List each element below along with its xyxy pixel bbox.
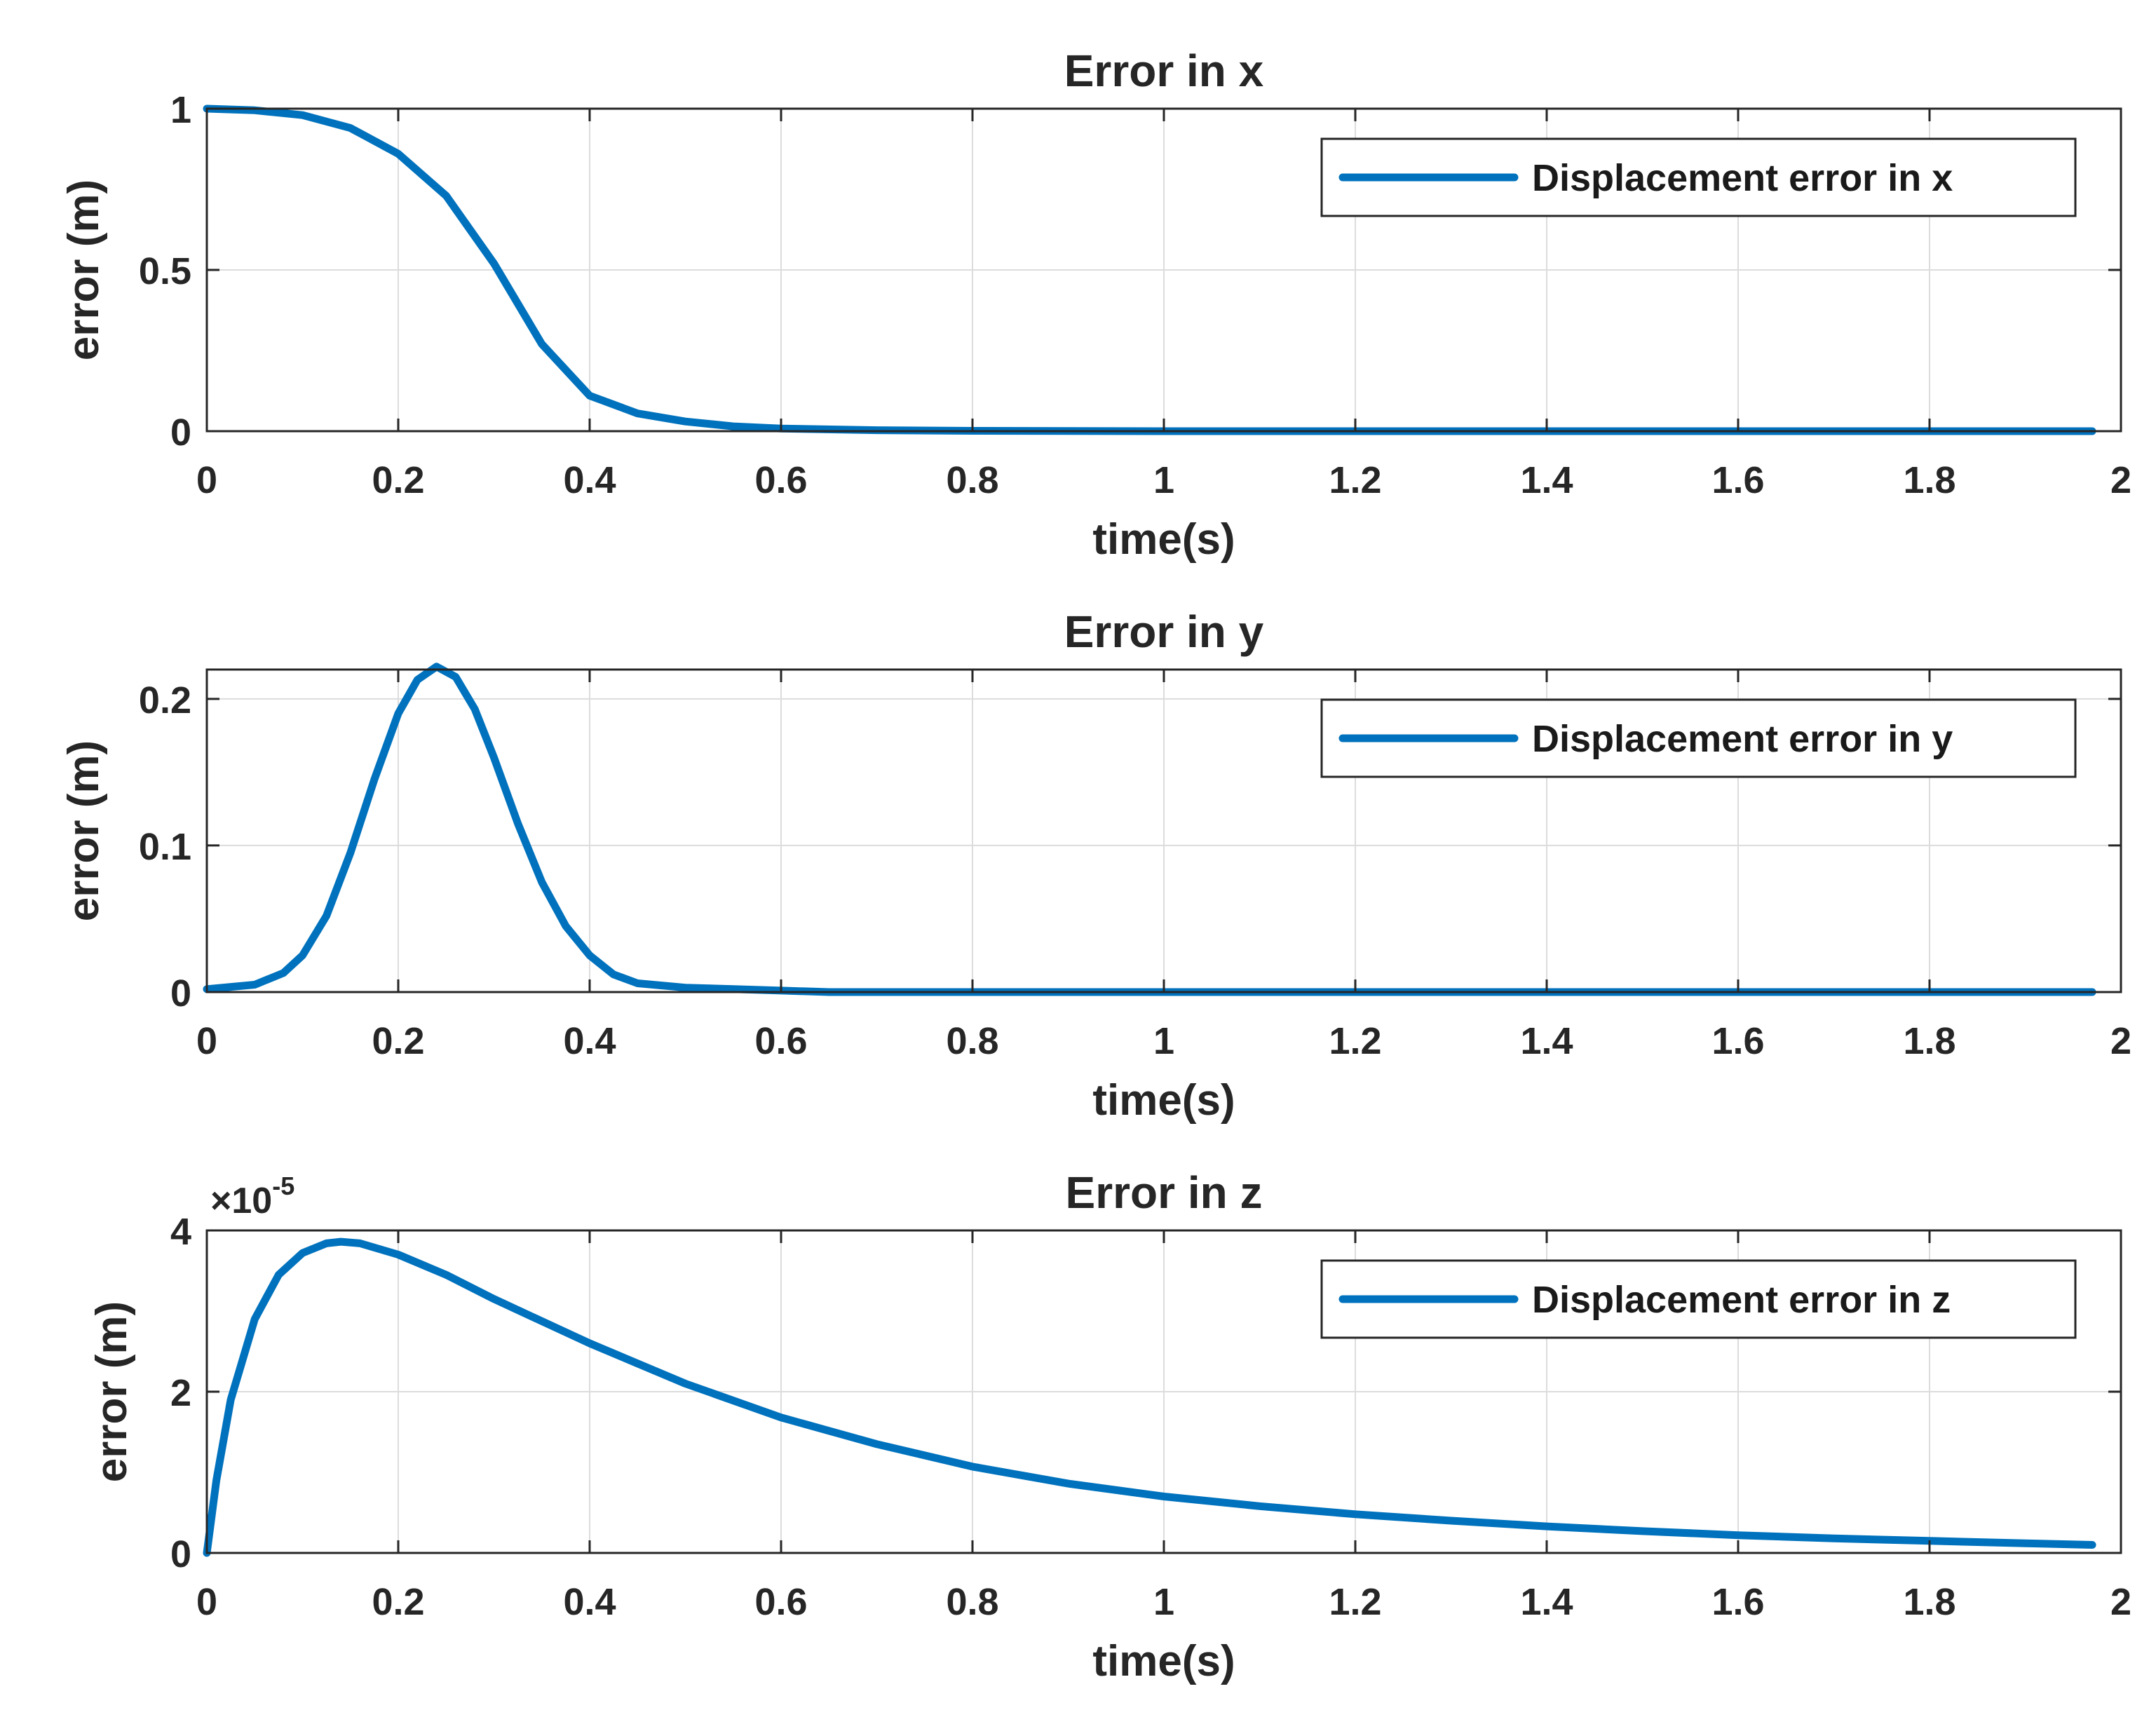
x-tick-label: 0	[196, 1020, 217, 1062]
legend-label: Displacement error in y	[1532, 718, 1953, 760]
y-tick-label: 0	[170, 412, 191, 454]
x-tick-label: 1.8	[1903, 1020, 1955, 1062]
x-tick-label: 2	[2110, 1581, 2131, 1623]
x-tick-label: 0.2	[372, 1581, 424, 1623]
y-tick-label: 0	[170, 972, 191, 1014]
y-tick-label: 1	[170, 89, 191, 131]
chart-title: Error in y	[1064, 606, 1264, 657]
x-tick-label: 0.8	[946, 1581, 998, 1623]
chart-panel-1: 0 0.2 0.4 0.6 0.8 1 1.2 1.4 1.6 1.8 2 0 0.5 1 Error in…	[60, 46, 2131, 564]
y-tick-label: 2	[170, 1372, 191, 1414]
y-tick-label: 0.5	[139, 250, 191, 292]
y-tick-label: 4	[170, 1211, 191, 1253]
legend: Displacement error in x	[1320, 137, 2077, 217]
y-axis-label: error (m)	[60, 179, 108, 360]
x-tick-label: 1.8	[1903, 1581, 1955, 1623]
x-tick-label: 1.2	[1329, 1581, 1381, 1623]
chart-title: Error in z	[1066, 1167, 1263, 1218]
x-tick-label: 0.6	[754, 1020, 807, 1062]
chart-panel-2: 0 0.2 0.4 0.6 0.8 1 1.2 1.4 1.6 1.8 2 0 0.1 0.2 Error …	[60, 606, 2131, 1125]
x-tick-label: 0.2	[372, 459, 424, 501]
y-tick-label: 0.1	[139, 826, 191, 868]
x-tick-label: 1	[1153, 1581, 1174, 1623]
legend: Displacement error in y	[1320, 698, 2077, 778]
x-tick-label: 1.6	[1711, 1020, 1764, 1062]
x-tick-label: 0.4	[563, 1020, 616, 1062]
y-axis-multiplier: ×10-5	[210, 1172, 294, 1221]
y-axis-label: error (m)	[60, 740, 108, 921]
x-tick-label: 0.8	[946, 459, 998, 501]
x-tick-label: 1.2	[1329, 459, 1381, 501]
x-axis-label: time(s)	[1092, 1637, 1235, 1685]
x-axis-label: time(s)	[1092, 515, 1235, 564]
x-tick-label: 1	[1153, 1020, 1174, 1062]
x-tick-label: 1.8	[1903, 459, 1955, 501]
x-tick-label: 1.2	[1329, 1020, 1381, 1062]
x-tick-label: 2	[2110, 459, 2131, 501]
x-tick-label: 0.4	[563, 459, 616, 501]
x-tick-label: 1.6	[1711, 1581, 1764, 1623]
x-tick-label: 0	[196, 1581, 217, 1623]
y-tick-label: 0.2	[139, 679, 191, 721]
series-line	[203, 1237, 2096, 1557]
chart-title: Error in x	[1064, 46, 1264, 96]
x-tick-label: 1.4	[1520, 1020, 1573, 1062]
x-tick-label: 1.4	[1520, 459, 1573, 501]
x-tick-label: 0.6	[754, 1581, 807, 1623]
legend-label: Displacement error in z	[1532, 1279, 1951, 1321]
x-tick-label: 0.8	[946, 1020, 998, 1062]
legend-label: Displacement error in x	[1532, 157, 1953, 199]
x-tick-label: 1	[1153, 459, 1174, 501]
x-tick-label: 1.4	[1520, 1581, 1573, 1623]
y-axis-label: error (m)	[88, 1301, 136, 1482]
x-tick-label: 0.2	[372, 1020, 424, 1062]
x-tick-label: 0.4	[563, 1581, 616, 1623]
x-tick-label: 1.6	[1711, 459, 1764, 501]
x-tick-label: 0	[196, 459, 217, 501]
x-tick-label: 2	[2110, 1020, 2131, 1062]
legend: Displacement error in z	[1320, 1259, 2077, 1339]
chart-panel-3: 0 0.2 0.4 0.6 0.8 1 1.2 1.4 1.6 1.8 2 0 2 4 Error in z…	[88, 1167, 2131, 1685]
y-tick-label: 0	[170, 1533, 191, 1575]
x-tick-label: 0.6	[754, 459, 807, 501]
x-axis-label: time(s)	[1092, 1076, 1235, 1125]
